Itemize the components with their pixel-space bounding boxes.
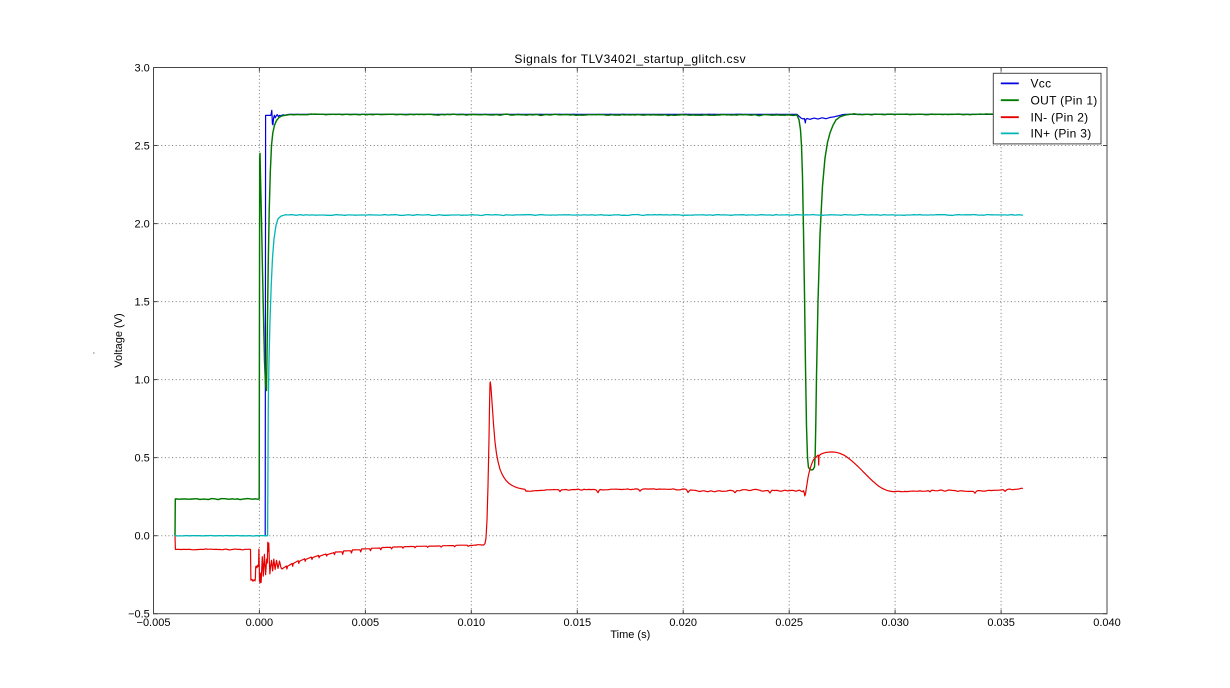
svg-text:OUT (Pin 1): OUT (Pin 1) [1031, 93, 1098, 107]
svg-text:0.015: 0.015 [564, 617, 592, 629]
svg-text:0.020: 0.020 [669, 617, 697, 629]
svg-text:0.005: 0.005 [352, 617, 380, 629]
svg-text:0.0: 0.0 [135, 531, 150, 543]
svg-text:0.030: 0.030 [881, 617, 909, 629]
svg-text:Vcc: Vcc [1031, 77, 1052, 91]
svg-text:IN+ (Pin 3): IN+ (Pin 3) [1031, 127, 1092, 141]
svg-text:0.025: 0.025 [775, 617, 803, 629]
svg-text:Signals for TLV3402I_startup_g: Signals for TLV3402I_startup_glitch.csv [514, 52, 746, 66]
svg-text:1.0: 1.0 [135, 375, 150, 387]
svg-text:IN- (Pin 2): IN- (Pin 2) [1031, 110, 1089, 124]
svg-text:2.0: 2.0 [135, 219, 150, 231]
svg-text:0.000: 0.000 [246, 617, 274, 629]
svg-text:3.0: 3.0 [135, 63, 150, 75]
svg-text:−0.005: −0.005 [137, 617, 171, 629]
svg-text:Time (s): Time (s) [610, 629, 650, 641]
svg-text:2.5: 2.5 [135, 141, 150, 153]
svg-text:0.010: 0.010 [458, 617, 486, 629]
svg-text:1.5: 1.5 [135, 297, 150, 309]
svg-text:0.040: 0.040 [1093, 617, 1121, 629]
svg-text:Voltage (V): Voltage (V) [113, 313, 125, 367]
svg-text:0.035: 0.035 [987, 617, 1015, 629]
svg-text:0.5: 0.5 [135, 453, 150, 465]
svg-text:−0.5: −0.5 [128, 609, 150, 621]
